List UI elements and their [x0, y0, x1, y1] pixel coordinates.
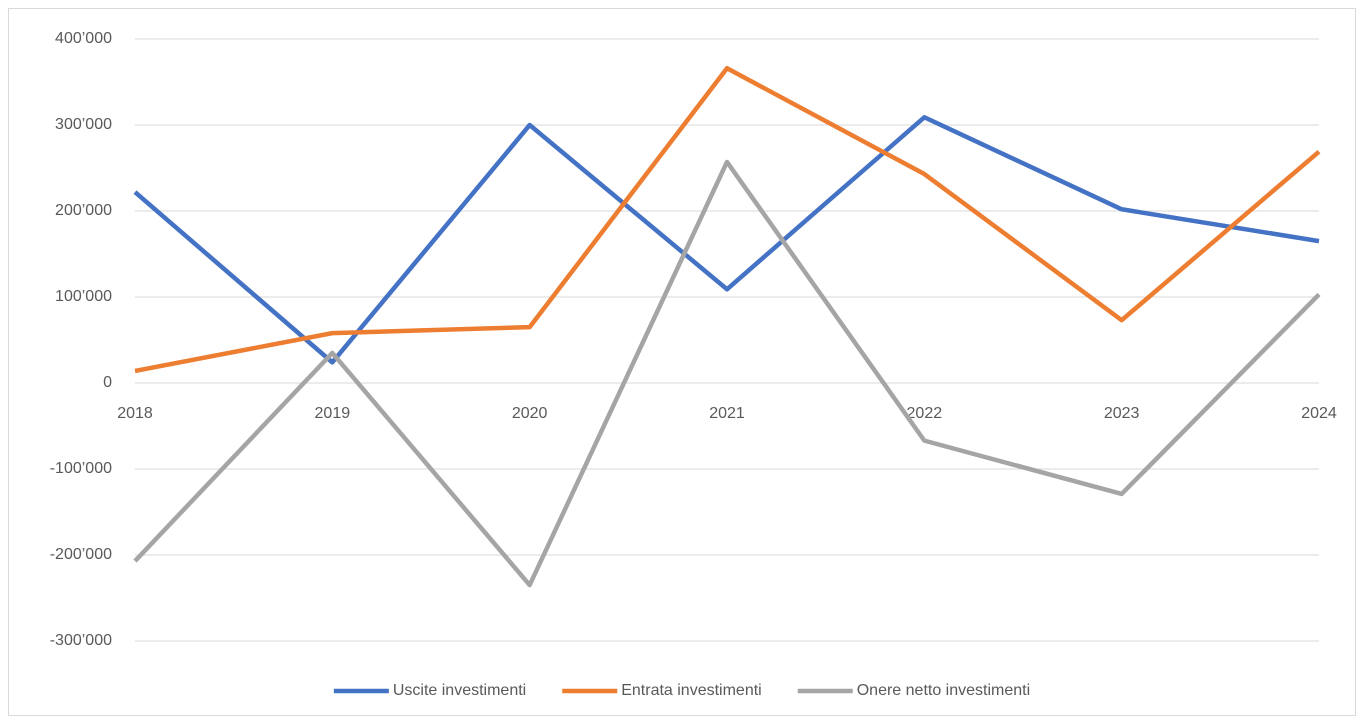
y-tick-label: 0 — [103, 374, 112, 391]
x-tick-label: 2022 — [907, 405, 943, 422]
y-tick-label: 400’000 — [55, 30, 112, 47]
x-tick-label: 2023 — [1104, 405, 1140, 422]
legend-label: Uscite investimenti — [393, 682, 526, 699]
y-tick-label: 100’000 — [55, 288, 112, 305]
series-line — [133, 159, 1321, 588]
y-tick-label: -300’000 — [50, 632, 112, 649]
x-tick-label: 2020 — [512, 405, 548, 422]
legend-label: Onere netto investimenti — [857, 682, 1030, 699]
y-tick-label: 200’000 — [55, 202, 112, 219]
x-tick-label: 2019 — [315, 405, 351, 422]
y-tick-label: -100’000 — [50, 460, 112, 477]
series-line — [134, 65, 1321, 374]
series-line — [133, 115, 1320, 365]
y-tick-label: -200’000 — [50, 546, 112, 563]
x-tick-label: 2018 — [117, 405, 153, 422]
y-tick-label: 300’000 — [55, 116, 112, 133]
x-tick-label: 2024 — [1301, 405, 1337, 422]
chart-frame — [8, 8, 1356, 716]
legend-label: Entrata investimenti — [621, 682, 762, 699]
x-tick-label: 2021 — [709, 405, 745, 422]
